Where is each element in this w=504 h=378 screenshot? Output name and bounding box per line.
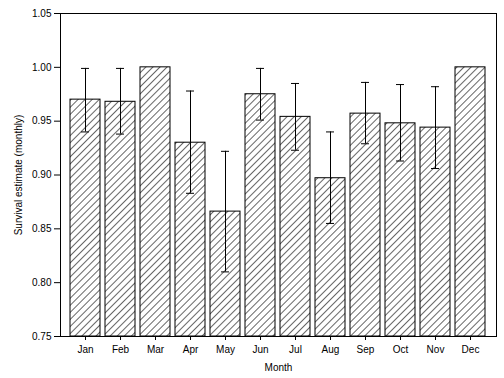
svg-text:Sep: Sep	[357, 344, 375, 355]
svg-text:0.90: 0.90	[32, 169, 52, 180]
svg-text:May: May	[216, 344, 235, 355]
svg-text:Apr: Apr	[183, 344, 199, 355]
svg-text:1.05: 1.05	[32, 8, 52, 19]
svg-text:Jan: Jan	[77, 344, 93, 355]
svg-text:Jul: Jul	[289, 344, 302, 355]
svg-text:Feb: Feb	[112, 344, 130, 355]
svg-text:0.95: 0.95	[32, 115, 52, 126]
svg-text:Oct: Oct	[393, 344, 409, 355]
svg-text:Jun: Jun	[252, 344, 268, 355]
svg-text:0.85: 0.85	[32, 223, 52, 234]
svg-text:Mar: Mar	[147, 344, 165, 355]
svg-text:1.00: 1.00	[32, 62, 52, 73]
svg-text:Nov: Nov	[427, 344, 445, 355]
svg-text:Survival estimate (monthly): Survival estimate (monthly)	[13, 115, 24, 236]
svg-text:0.75: 0.75	[32, 331, 52, 342]
svg-text:Dec: Dec	[462, 344, 480, 355]
svg-text:Aug: Aug	[322, 344, 340, 355]
svg-text:0.80: 0.80	[32, 277, 52, 288]
svg-text:Month: Month	[265, 362, 293, 373]
